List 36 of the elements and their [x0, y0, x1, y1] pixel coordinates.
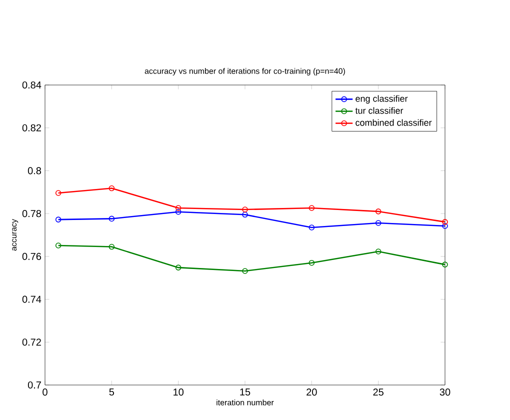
- legend-label: combined classifier: [356, 119, 432, 126]
- point: [242, 206, 248, 212]
- y-tick-label: 0.8: [28, 167, 42, 174]
- x-tick-label: 30: [440, 388, 450, 396]
- point: [308, 260, 315, 266]
- legend-label: tur classifier: [355, 107, 404, 114]
- x-tick-label: 15: [240, 388, 250, 396]
- point: [175, 264, 182, 270]
- point: [242, 268, 248, 274]
- point: [175, 205, 182, 211]
- point: [308, 205, 315, 211]
- x-tick-label: 0: [42, 388, 48, 396]
- x-tick-label: 25: [373, 388, 384, 396]
- point: [242, 212, 248, 218]
- y-tick-label: 0.72: [22, 338, 41, 346]
- y-tick-label: 0.7: [28, 381, 41, 389]
- point: [175, 208, 182, 215]
- point: [308, 224, 315, 230]
- chart-title: accuracy vs number of iterations for co-training (p=n=40): [144, 68, 345, 76]
- x-axis-title: iteration number: [216, 399, 274, 406]
- y-tick-label: 0.84: [22, 81, 42, 89]
- y-tick-label: 0.74: [22, 296, 42, 303]
- y-axis-title: accuracy: [12, 219, 18, 251]
- point: [108, 185, 115, 192]
- point: [375, 220, 382, 226]
- point: [108, 216, 115, 222]
- legend-label: eng classifier: [356, 95, 408, 104]
- x-tick-label: 10: [174, 388, 184, 396]
- x-tick-label: 20: [306, 388, 317, 396]
- y-tick-label: 0.78: [22, 210, 42, 218]
- y-tick-label: 0.82: [22, 124, 41, 132]
- y-tick-label: 0.76: [22, 252, 42, 260]
- point: [375, 208, 382, 214]
- point: [108, 244, 115, 250]
- point: [375, 248, 382, 254]
- x-tick-label: 5: [109, 388, 114, 396]
